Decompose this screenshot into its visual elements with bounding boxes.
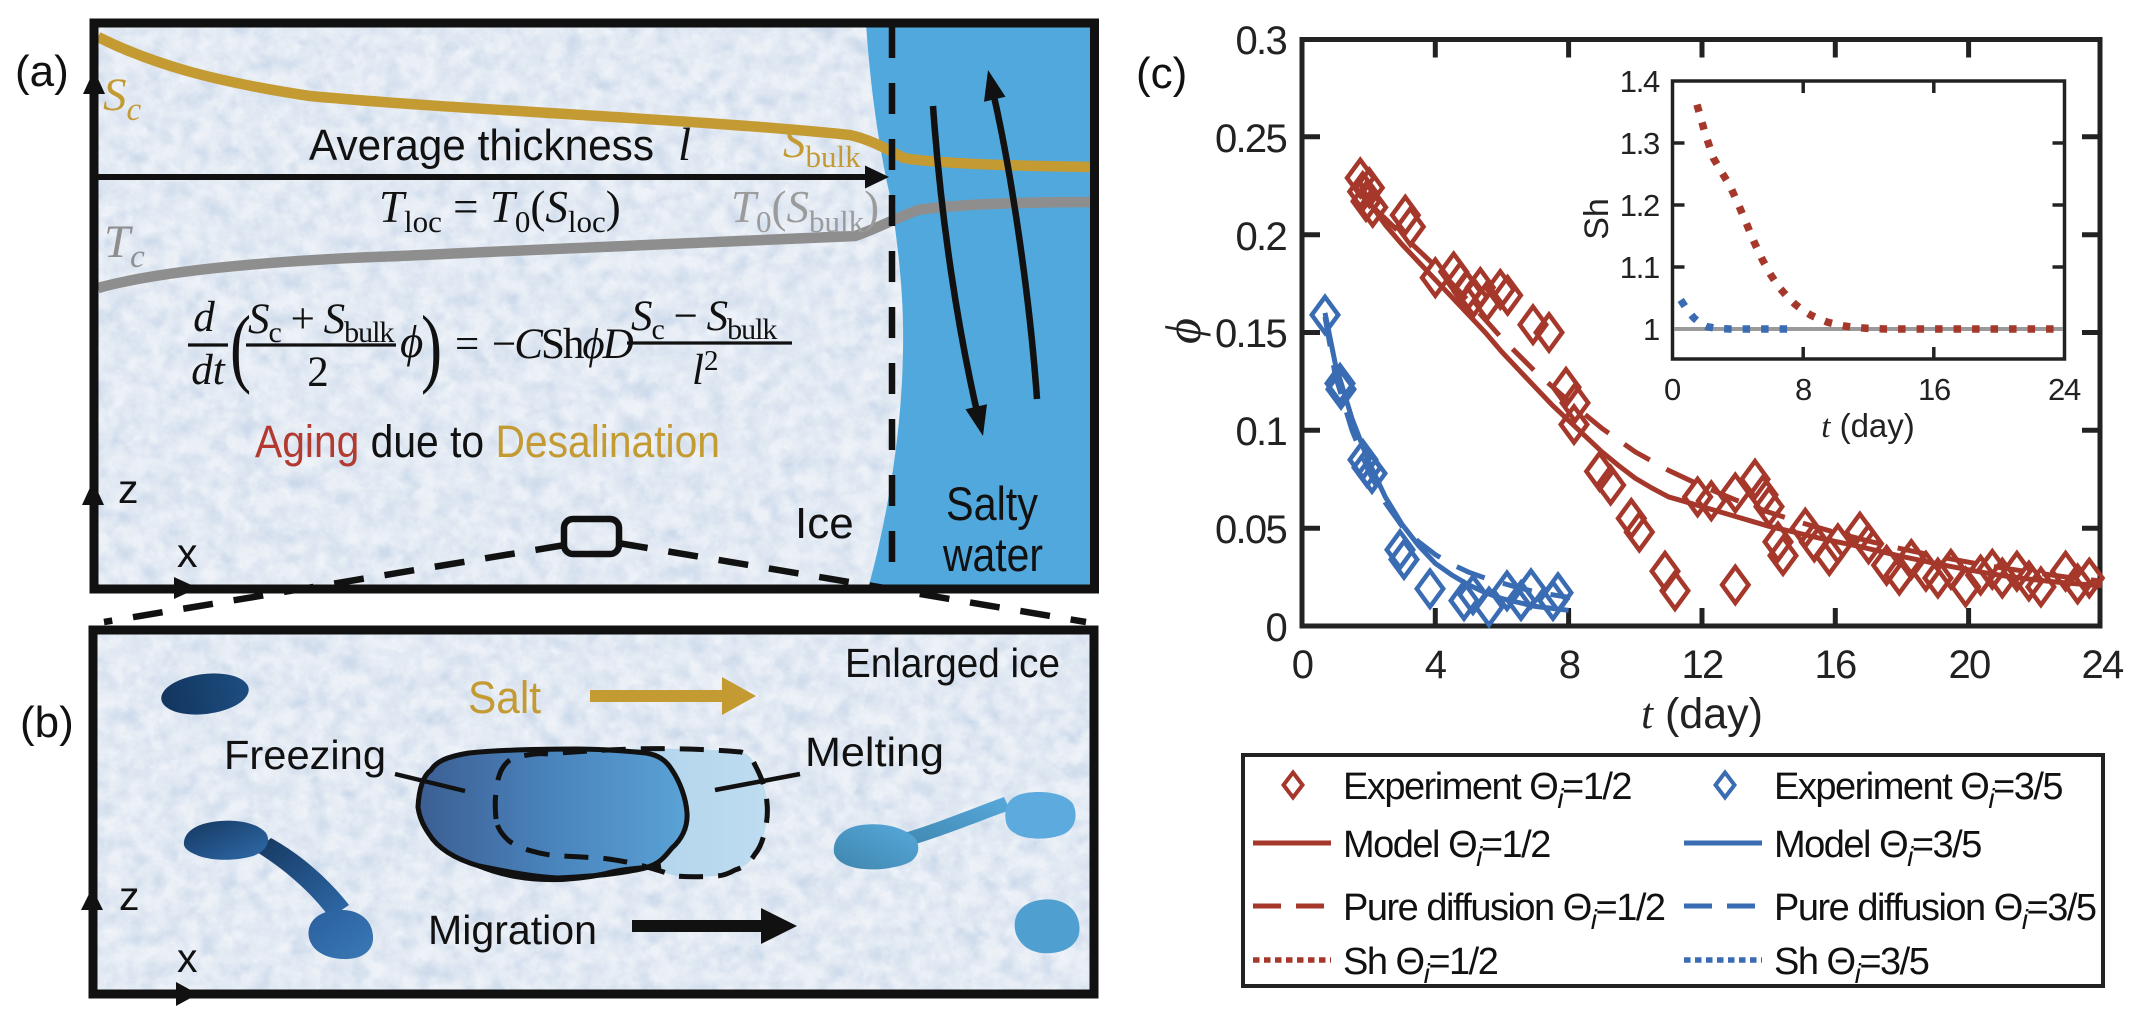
svg-text:1.1: 1.1	[1620, 250, 1659, 285]
svg-text:Tloc = T0(Sloc): Tloc = T0(Sloc)	[379, 182, 621, 239]
svg-text:Pure diffusion Θi=1/2: Pure diffusion Θi=1/2	[1343, 887, 1665, 935]
svg-text:z: z	[118, 466, 139, 512]
svg-text:Experiment Θi=1/2: Experiment Θi=1/2	[1343, 766, 1631, 814]
svg-text:1.3: 1.3	[1620, 126, 1659, 161]
svg-text:Average thickness: Average thickness	[309, 121, 654, 170]
svg-text:T0(Sbulk): T0(Sbulk)	[731, 182, 879, 239]
svg-text:20: 20	[1948, 643, 1990, 687]
svg-text:1.2: 1.2	[1620, 188, 1659, 223]
svg-text:(b): (b)	[20, 698, 74, 747]
svg-text:4: 4	[1425, 643, 1447, 687]
svg-text:dt: dt	[191, 347, 226, 394]
svg-text:0: 0	[1292, 643, 1313, 687]
svg-text:Sh Θi=1/2: Sh Θi=1/2	[1343, 941, 1498, 989]
svg-text:x: x	[177, 935, 198, 981]
svg-text:1: 1	[1643, 312, 1659, 347]
svg-text:0: 0	[1265, 606, 1286, 650]
svg-text:0.25: 0.25	[1215, 117, 1287, 161]
svg-text:Aging due to Desalination: Aging due to Desalination	[255, 416, 720, 467]
svg-text:d: d	[193, 294, 215, 341]
svg-text:0: 0	[1664, 372, 1681, 407]
svg-text:Pure diffusion Θi=3/5: Pure diffusion Θi=3/5	[1774, 887, 2096, 935]
svg-text:(a): (a)	[15, 47, 69, 96]
svg-text:0.1: 0.1	[1235, 410, 1286, 454]
svg-text:Freezing: Freezing	[224, 732, 386, 778]
svg-text:=: =	[455, 321, 479, 368]
svg-text:−CShϕD: −CShϕD	[492, 321, 634, 368]
svg-text:0.2: 0.2	[1235, 215, 1286, 259]
svg-text:Melting: Melting	[805, 729, 944, 775]
svg-text:2: 2	[307, 349, 329, 396]
svg-text:Sh Θi=3/5: Sh Θi=3/5	[1774, 941, 1929, 989]
svg-text:0.15: 0.15	[1215, 312, 1287, 356]
svg-text:z: z	[119, 873, 140, 919]
svg-text:ϕ: ϕ	[400, 317, 423, 367]
svg-text:8: 8	[1795, 372, 1811, 407]
svg-text:1.4: 1.4	[1620, 64, 1660, 99]
svg-text:water: water	[942, 528, 1043, 581]
svg-text:Experiment Θi=3/5: Experiment Θi=3/5	[1774, 766, 2062, 814]
svg-text:t (day): t (day)	[1641, 690, 1763, 738]
svg-text:ϕ: ϕ	[1155, 318, 1211, 344]
svg-text:): )	[421, 298, 442, 396]
svg-text:Salt: Salt	[468, 672, 541, 723]
svg-text:Salty: Salty	[946, 477, 1038, 530]
svg-text:Migration: Migration	[428, 907, 597, 953]
svg-text:Sh: Sh	[1578, 198, 1616, 240]
svg-text:16: 16	[1918, 372, 1950, 407]
svg-text:t (day): t (day)	[1821, 407, 1915, 445]
svg-text:(c): (c)	[1136, 49, 1187, 98]
svg-text:0.3: 0.3	[1235, 19, 1286, 63]
svg-text:l: l	[678, 119, 691, 171]
svg-text:0.05: 0.05	[1215, 508, 1287, 552]
svg-text:Ice: Ice	[795, 499, 854, 548]
svg-text:24: 24	[2081, 643, 2124, 687]
svg-text:16: 16	[1814, 643, 1856, 687]
svg-text:24: 24	[2048, 372, 2081, 407]
svg-text:Model Θi=3/5: Model Θi=3/5	[1774, 824, 1981, 872]
svg-text:Enlarged ice: Enlarged ice	[845, 640, 1060, 686]
svg-text:8: 8	[1559, 643, 1580, 687]
svg-text:12: 12	[1681, 643, 1723, 687]
svg-text:x: x	[177, 530, 198, 576]
svg-text:Model Θi=1/2: Model Θi=1/2	[1343, 824, 1550, 872]
svg-text:(: (	[230, 298, 251, 396]
